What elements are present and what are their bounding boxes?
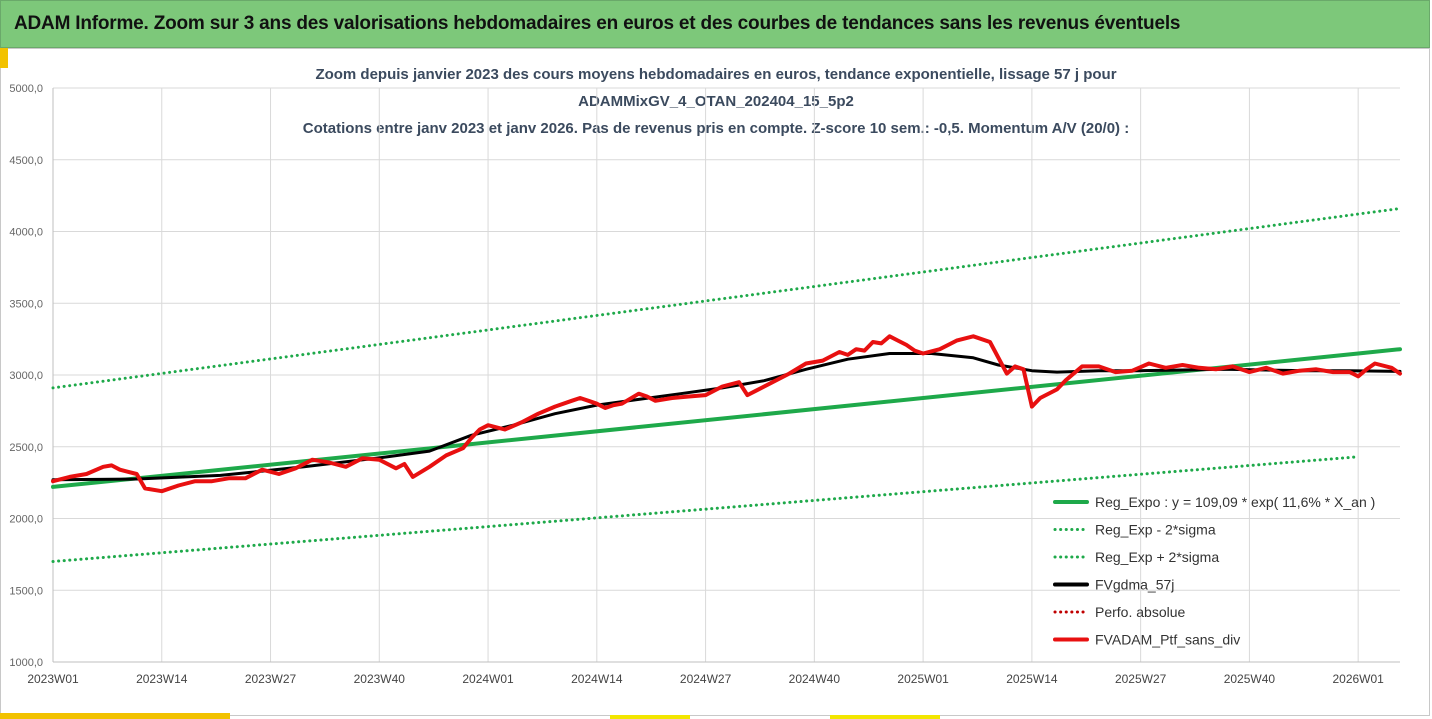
chart-title-line-3: Cotations entre janv 2023 et janv 2026. … xyxy=(302,120,1130,137)
legend-label: FVgdma_57j xyxy=(1095,577,1174,593)
decorative-corner-top xyxy=(0,48,8,68)
x-tick-label: 2024W01 xyxy=(462,672,514,686)
y-tick-label: 3000,0 xyxy=(9,370,43,382)
y-tick-label: 3500,0 xyxy=(9,298,43,310)
decorative-strip-2 xyxy=(830,715,940,719)
legend-label: Reg_Expo : y = 109,09 * exp( 11,6% * X_a… xyxy=(1095,494,1375,510)
x-tick-label: 2024W14 xyxy=(571,672,623,686)
chart-frame xyxy=(0,48,1430,716)
chart-title-line-1: Zoom depuis janvier 2023 des cours moyen… xyxy=(315,66,1117,83)
legend-label: Reg_Exp + 2*sigma xyxy=(1095,549,1219,565)
decorative-strip-1 xyxy=(610,715,690,719)
x-tick-label: 2023W40 xyxy=(354,672,406,686)
legend-label: Reg_Exp - 2*sigma xyxy=(1095,522,1216,538)
series-line-fvadam-ptf-sans-div xyxy=(51,334,1402,494)
report-title: ADAM Informe. Zoom sur 3 ans des valoris… xyxy=(14,13,1181,34)
series-line-fvgdma-57j xyxy=(51,352,1402,482)
y-tick-label: 4500,0 xyxy=(9,155,43,167)
y-tick-label: 4000,0 xyxy=(9,227,43,239)
x-tick-label: 2024W27 xyxy=(680,672,732,686)
x-tick-label: 2025W01 xyxy=(897,672,949,686)
legend-label: Perfo. absolue xyxy=(1095,604,1185,620)
x-tick-label: 2023W01 xyxy=(27,672,79,686)
series-line-reg-expo xyxy=(51,347,1402,489)
report-banner: ADAM Informe. Zoom sur 3 ans des valoris… xyxy=(0,0,1430,48)
decorative-corner-bottom xyxy=(0,713,230,719)
y-tick-label: 1000,0 xyxy=(9,657,43,669)
x-tick-label: 2025W14 xyxy=(1006,672,1058,686)
y-tick-label: 1500,0 xyxy=(9,585,43,597)
series-line-reg-exp-2-sigma xyxy=(51,455,1360,563)
y-tick-label: 2000,0 xyxy=(9,514,43,526)
chart-title-line-2: ADAMMixGV_4_OTAN_202404_15_5p2 xyxy=(578,93,854,110)
y-tick-label: 5000,0 xyxy=(9,83,43,95)
x-tick-label: 2026W01 xyxy=(1332,672,1384,686)
x-tick-label: 2024W40 xyxy=(789,672,841,686)
x-tick-label: 2025W27 xyxy=(1115,672,1167,686)
x-tick-label: 2023W27 xyxy=(245,672,297,686)
x-tick-label: 2023W14 xyxy=(136,672,188,686)
x-tick-label: 2025W40 xyxy=(1224,672,1276,686)
y-tick-label: 2500,0 xyxy=(9,442,43,454)
series-line-reg-exp-2-sigma xyxy=(51,207,1402,390)
legend-label: FVADAM_Ptf_sans_div xyxy=(1095,632,1240,648)
